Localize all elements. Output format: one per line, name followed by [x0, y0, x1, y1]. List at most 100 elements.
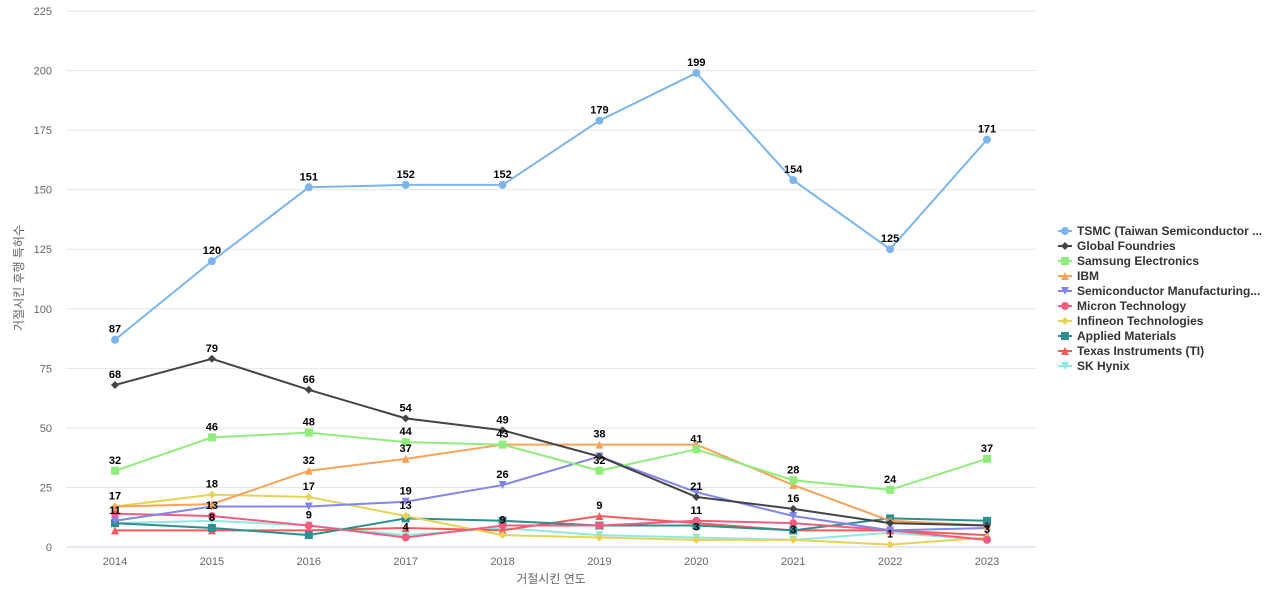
data-point[interactable] — [304, 466, 313, 475]
legend-marker[interactable] — [1061, 242, 1069, 250]
legend-marker[interactable] — [1061, 272, 1069, 280]
data-point[interactable] — [401, 533, 410, 542]
data-point[interactable] — [983, 516, 991, 525]
legend[interactable]: TSMC (Taiwan Semiconductor ...Global Fou… — [1058, 224, 1262, 373]
data-point[interactable] — [692, 445, 701, 454]
data-point[interactable] — [111, 502, 119, 511]
legend-label[interactable]: Micron Technology — [1077, 299, 1186, 313]
data-point[interactable] — [401, 512, 410, 521]
data-point[interactable] — [304, 492, 313, 501]
data-point[interactable] — [498, 440, 507, 449]
data-point[interactable] — [789, 476, 798, 485]
data-point[interactable] — [886, 526, 895, 535]
data-point[interactable] — [983, 521, 991, 530]
legend-label[interactable]: Global Foundries — [1077, 239, 1176, 253]
data-point[interactable] — [595, 466, 604, 475]
data-point[interactable] — [207, 512, 216, 521]
legend-item[interactable]: Applied Materials — [1058, 329, 1177, 343]
data-point[interactable] — [498, 180, 507, 189]
legend-item[interactable]: Global Foundries — [1058, 239, 1176, 253]
legend-item[interactable]: Texas Instruments (TI) — [1058, 344, 1204, 358]
legend-item[interactable]: IBM — [1058, 269, 1099, 283]
legend-item[interactable]: Infineon Technologies — [1058, 314, 1204, 328]
legend-marker[interactable] — [1061, 332, 1069, 340]
data-point[interactable] — [498, 521, 507, 530]
data-point[interactable] — [789, 519, 798, 528]
legend-item[interactable]: TSMC (Taiwan Semiconductor ... — [1058, 224, 1262, 238]
data-point[interactable] — [498, 526, 507, 535]
data-point[interactable] — [111, 516, 119, 525]
data-point[interactable] — [983, 135, 991, 144]
legend-marker[interactable] — [1061, 362, 1069, 370]
data-point[interactable] — [789, 176, 798, 185]
data-point[interactable] — [304, 183, 313, 192]
data-point[interactable] — [692, 68, 701, 77]
legend-marker[interactable] — [1061, 317, 1069, 325]
legend-marker[interactable] — [1061, 347, 1069, 355]
data-point[interactable] — [595, 440, 604, 449]
data-point[interactable] — [401, 497, 410, 506]
legend-label[interactable]: Applied Materials — [1077, 329, 1177, 343]
data-point[interactable] — [886, 519, 895, 528]
data-point[interactable] — [886, 245, 895, 254]
data-point[interactable] — [401, 180, 410, 189]
data-point[interactable] — [207, 500, 216, 509]
data-point[interactable] — [789, 535, 798, 544]
data-point[interactable] — [111, 526, 119, 535]
data-point[interactable] — [304, 521, 313, 530]
data-point[interactable] — [789, 526, 798, 535]
legend-marker[interactable] — [1061, 227, 1069, 235]
data-point[interactable] — [595, 512, 604, 521]
data-point[interactable] — [401, 414, 410, 423]
data-point[interactable] — [111, 466, 119, 475]
legend-item[interactable]: Micron Technology — [1058, 299, 1186, 313]
data-point[interactable] — [304, 428, 313, 437]
data-point[interactable] — [692, 535, 701, 544]
data-point[interactable] — [304, 531, 313, 540]
data-point[interactable] — [692, 516, 701, 525]
legend-marker[interactable] — [1061, 257, 1069, 265]
data-point[interactable] — [595, 116, 604, 125]
data-point[interactable] — [207, 490, 216, 499]
data-point[interactable] — [401, 454, 410, 463]
data-point[interactable] — [595, 521, 604, 530]
data-point[interactable] — [692, 488, 701, 497]
data-point[interactable] — [207, 523, 216, 532]
data-point[interactable] — [111, 381, 119, 390]
data-point[interactable] — [401, 523, 410, 532]
data-point[interactable] — [692, 492, 701, 501]
data-point[interactable] — [595, 452, 604, 461]
legend-item[interactable]: SK Hynix — [1058, 359, 1130, 373]
legend-item[interactable]: Samsung Electronics — [1058, 254, 1199, 268]
legend-item[interactable]: Semiconductor Manufacturing... — [1058, 284, 1260, 298]
data-point[interactable] — [304, 385, 313, 394]
data-point[interactable] — [207, 433, 216, 442]
data-point[interactable] — [111, 509, 119, 518]
legend-label[interactable]: Infineon Technologies — [1077, 314, 1204, 328]
legend-label[interactable]: Samsung Electronics — [1077, 254, 1199, 268]
data-point[interactable] — [983, 454, 991, 463]
data-point[interactable] — [886, 485, 895, 494]
data-point[interactable] — [789, 504, 798, 513]
data-point[interactable] — [692, 521, 701, 530]
data-point[interactable] — [983, 535, 991, 544]
legend-label[interactable]: Texas Instruments (TI) — [1077, 344, 1204, 358]
data-point[interactable] — [111, 335, 119, 344]
legend-label[interactable]: Semiconductor Manufacturing... — [1077, 284, 1260, 298]
legend-marker[interactable] — [1061, 302, 1069, 310]
data-point[interactable] — [304, 502, 313, 511]
data-point[interactable] — [498, 516, 507, 525]
data-point[interactable] — [498, 531, 507, 540]
data-point[interactable] — [595, 533, 604, 542]
data-point[interactable] — [789, 512, 798, 521]
data-point[interactable] — [207, 257, 216, 266]
data-point[interactable] — [401, 438, 410, 447]
data-point[interactable] — [886, 540, 895, 549]
data-point[interactable] — [789, 481, 798, 490]
legend-label[interactable]: TSMC (Taiwan Semiconductor ... — [1077, 224, 1262, 238]
data-point[interactable] — [207, 354, 216, 363]
legend-label[interactable]: SK Hynix — [1077, 359, 1130, 373]
data-point[interactable] — [498, 481, 507, 490]
data-point[interactable] — [498, 426, 507, 435]
legend-marker[interactable] — [1061, 287, 1069, 295]
